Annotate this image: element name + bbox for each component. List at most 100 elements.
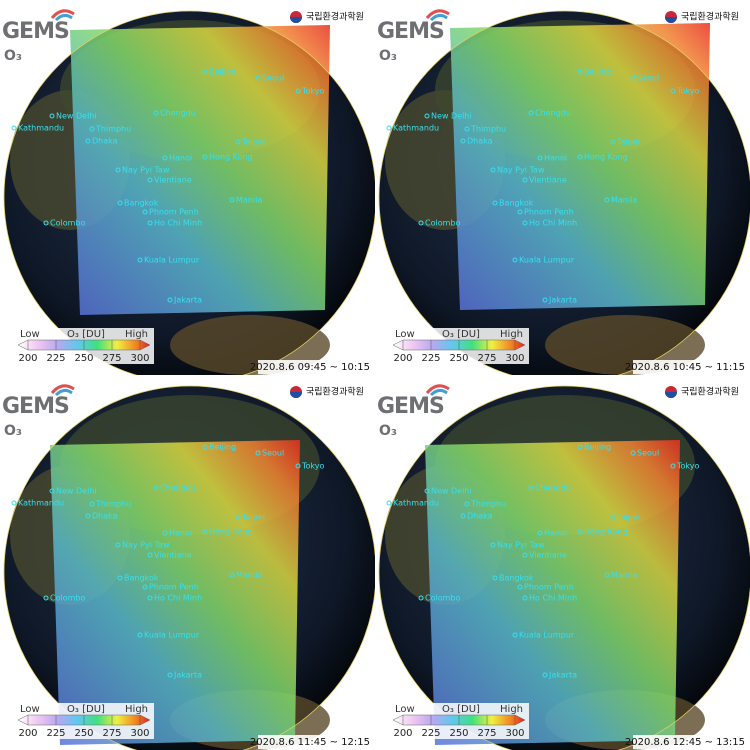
city-label: Phnom Penh	[524, 583, 574, 592]
city-label: Vientiane	[154, 176, 192, 185]
city-label: Kuala Lumpur	[144, 631, 200, 640]
city-label: Chengdu	[160, 109, 196, 118]
city-label: Hong Kong	[584, 528, 628, 537]
product: O₃	[379, 48, 397, 64]
institute-emblem	[290, 17, 302, 23]
city-label: Ho Chi Minh	[529, 594, 577, 603]
colorbar-unit: O₃ [DU]	[442, 329, 480, 340]
city-dot	[255, 450, 261, 456]
city-dot	[89, 501, 95, 507]
city-label: New Delhi	[56, 112, 97, 121]
colorbar-tick-label: 225	[421, 353, 440, 364]
colorbar-high: High	[125, 329, 148, 340]
city-dot	[528, 110, 534, 116]
city-dot	[424, 488, 430, 494]
city-dot	[167, 297, 173, 303]
city-dot	[117, 200, 123, 206]
timestamp: 2020.8.6 09:45 ~ 10:15	[250, 362, 370, 373]
city-label: Nay Pyi Taw	[497, 541, 545, 550]
city-dot	[162, 155, 168, 161]
city-dot	[418, 220, 424, 226]
colorbar-low: Low	[395, 329, 415, 340]
city-label: Taipei	[241, 513, 265, 522]
city-dot	[386, 500, 392, 506]
city-label: Kuala Lumpur	[144, 256, 200, 265]
city-dot	[577, 69, 583, 75]
institute: 국립환경과학원	[681, 386, 739, 398]
city-label: Ho Chi Minh	[154, 219, 202, 228]
city-label: Nay Pyi Taw	[122, 166, 170, 175]
city-label: Colombo	[425, 594, 460, 603]
colorbar-low: Low	[395, 704, 415, 715]
city-dot	[115, 167, 121, 173]
institute: 국립환경과학원	[306, 386, 364, 398]
city-label: Seoul	[262, 74, 284, 83]
logo: GEMS	[377, 394, 444, 419]
panel: Beijing Seoul Tokyo New Delhi Kathmandu Thimp…	[2, 9, 375, 375]
logo-arc	[429, 388, 448, 397]
city-label: Manila	[611, 571, 637, 580]
city-label: Manila	[236, 571, 262, 580]
colorbar-tick-label: 275	[102, 728, 121, 739]
city-dot	[418, 595, 424, 601]
city-label: Jakarta	[548, 296, 577, 305]
city-dot	[137, 632, 143, 638]
city-label: Taipei	[616, 513, 640, 522]
city-label: Hanoi	[169, 529, 192, 538]
colorbar-tick-label: 250	[74, 353, 93, 364]
city-label: Jakarta	[548, 671, 577, 680]
city-label: Dhaka	[467, 137, 493, 146]
institute: 국립환경과학원	[681, 11, 739, 23]
city-label: Bangkok	[499, 199, 534, 208]
city-label: Manila	[236, 196, 262, 205]
city-label: Tokyo	[676, 462, 700, 471]
colorbar-high: High	[125, 704, 148, 715]
city-dot	[167, 672, 173, 678]
city-label: Ho Chi Minh	[529, 219, 577, 228]
city-dot	[537, 155, 543, 161]
city-dot	[460, 138, 466, 144]
colorbar-unit: O₃ [DU]	[67, 704, 105, 715]
city-dot	[147, 552, 153, 558]
city-label: Thimphu	[95, 500, 131, 509]
city-label: Tokyo	[301, 462, 325, 471]
city-label: Ho Chi Minh	[154, 594, 202, 603]
city-label: Manila	[611, 196, 637, 205]
city-dot	[11, 125, 17, 131]
city-label: Bangkok	[124, 199, 159, 208]
city-label: Thimphu	[470, 500, 506, 509]
city-dot	[670, 463, 676, 469]
logo-arc	[50, 9, 75, 20]
city-dot	[630, 450, 636, 456]
city-label: Kuala Lumpur	[519, 631, 575, 640]
city-dot	[512, 632, 518, 638]
city-label: Beijing	[209, 443, 236, 452]
city-dot	[153, 110, 159, 116]
city-dot	[85, 513, 91, 519]
colorbar-low: Low	[20, 329, 40, 340]
city-dot	[517, 209, 523, 215]
time-bg	[258, 735, 373, 749]
panel: Beijing Seoul Tokyo New Delhi Kathmandu Thimp…	[2, 384, 375, 750]
colorbar-tick-label: 275	[102, 353, 121, 364]
colorbar-tick-label: 200	[18, 353, 37, 364]
colorbar-unit: O₃ [DU]	[67, 329, 105, 340]
city-label: Jakarta	[173, 296, 202, 305]
city-label: Vientiane	[154, 551, 192, 560]
colorbar-tick-label: 225	[46, 728, 65, 739]
city-dot	[577, 444, 583, 450]
product: O₃	[4, 48, 22, 64]
logo: GEMS	[377, 19, 444, 44]
city-dot	[424, 113, 430, 119]
city-dot	[610, 139, 616, 145]
city-label: Nay Pyi Taw	[497, 166, 545, 175]
city-dot	[610, 514, 616, 520]
city-dot	[162, 530, 168, 536]
timestamp: 2020.8.6 12:45 ~ 13:15	[625, 737, 745, 748]
city-dot	[137, 257, 143, 263]
city-dot	[117, 575, 123, 581]
city-dot	[490, 167, 496, 173]
colorbar-tick-label: 200	[393, 353, 412, 364]
city-dot	[89, 126, 95, 132]
logo-arc	[54, 13, 73, 22]
